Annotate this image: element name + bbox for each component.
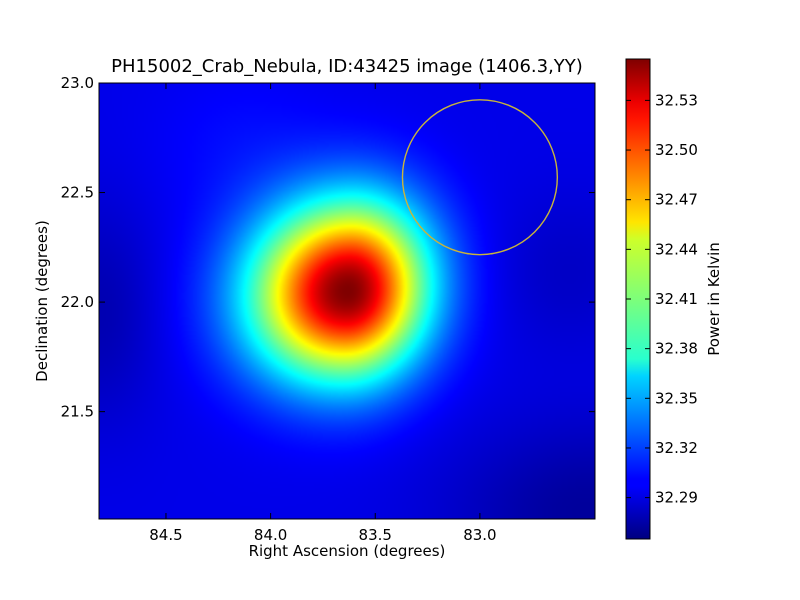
x-axis-ticks: 84.5 84.0 83.5 83.0 xyxy=(149,83,497,544)
colorbar-ticks: 32.29 32.32 32.35 32.38 32.41 32.44 32.47 32.50… xyxy=(626,91,698,507)
y-tick-label: 22.0 xyxy=(61,293,94,311)
x-tick-label: 84.5 xyxy=(149,526,182,544)
x-tick-label: 83.5 xyxy=(359,526,392,544)
colorbar-tick-label: 32.50 xyxy=(655,141,698,159)
y-tick-label: 22.5 xyxy=(61,184,94,202)
colorbar-tick-label: 32.44 xyxy=(655,240,698,258)
colorbar-tick-label: 32.47 xyxy=(655,191,698,209)
x-tick-label: 84.0 xyxy=(254,526,287,544)
colorbar-tick-label: 32.35 xyxy=(655,389,698,407)
x-axis-label: Right Ascension (degrees) xyxy=(249,542,446,560)
source-circle-marker xyxy=(401,99,559,256)
colorbar-tick-label: 32.29 xyxy=(655,489,698,507)
colorbar-tick-label: 32.38 xyxy=(655,340,698,358)
colorbar-tick-label: 32.32 xyxy=(655,439,698,457)
y-axis-label: Declination (degrees) xyxy=(33,220,51,382)
y-tick-label: 21.5 xyxy=(61,403,94,421)
x-tick-label: 83.0 xyxy=(463,526,496,544)
plot-frame xyxy=(98,82,596,520)
y-tick-label: 23.0 xyxy=(61,74,94,92)
chart-title: PH15002_Crab_Nebula, ID:43425 image (140… xyxy=(111,56,583,77)
colorbar-tick-label: 32.41 xyxy=(655,290,698,308)
colorbar-tick-label: 32.53 xyxy=(655,91,698,109)
y-axis-ticks: 21.5 22.0 22.5 23.0 xyxy=(61,74,595,421)
colorbar-label: Power in Kelvin xyxy=(705,242,723,356)
heatmap-image xyxy=(99,83,595,519)
